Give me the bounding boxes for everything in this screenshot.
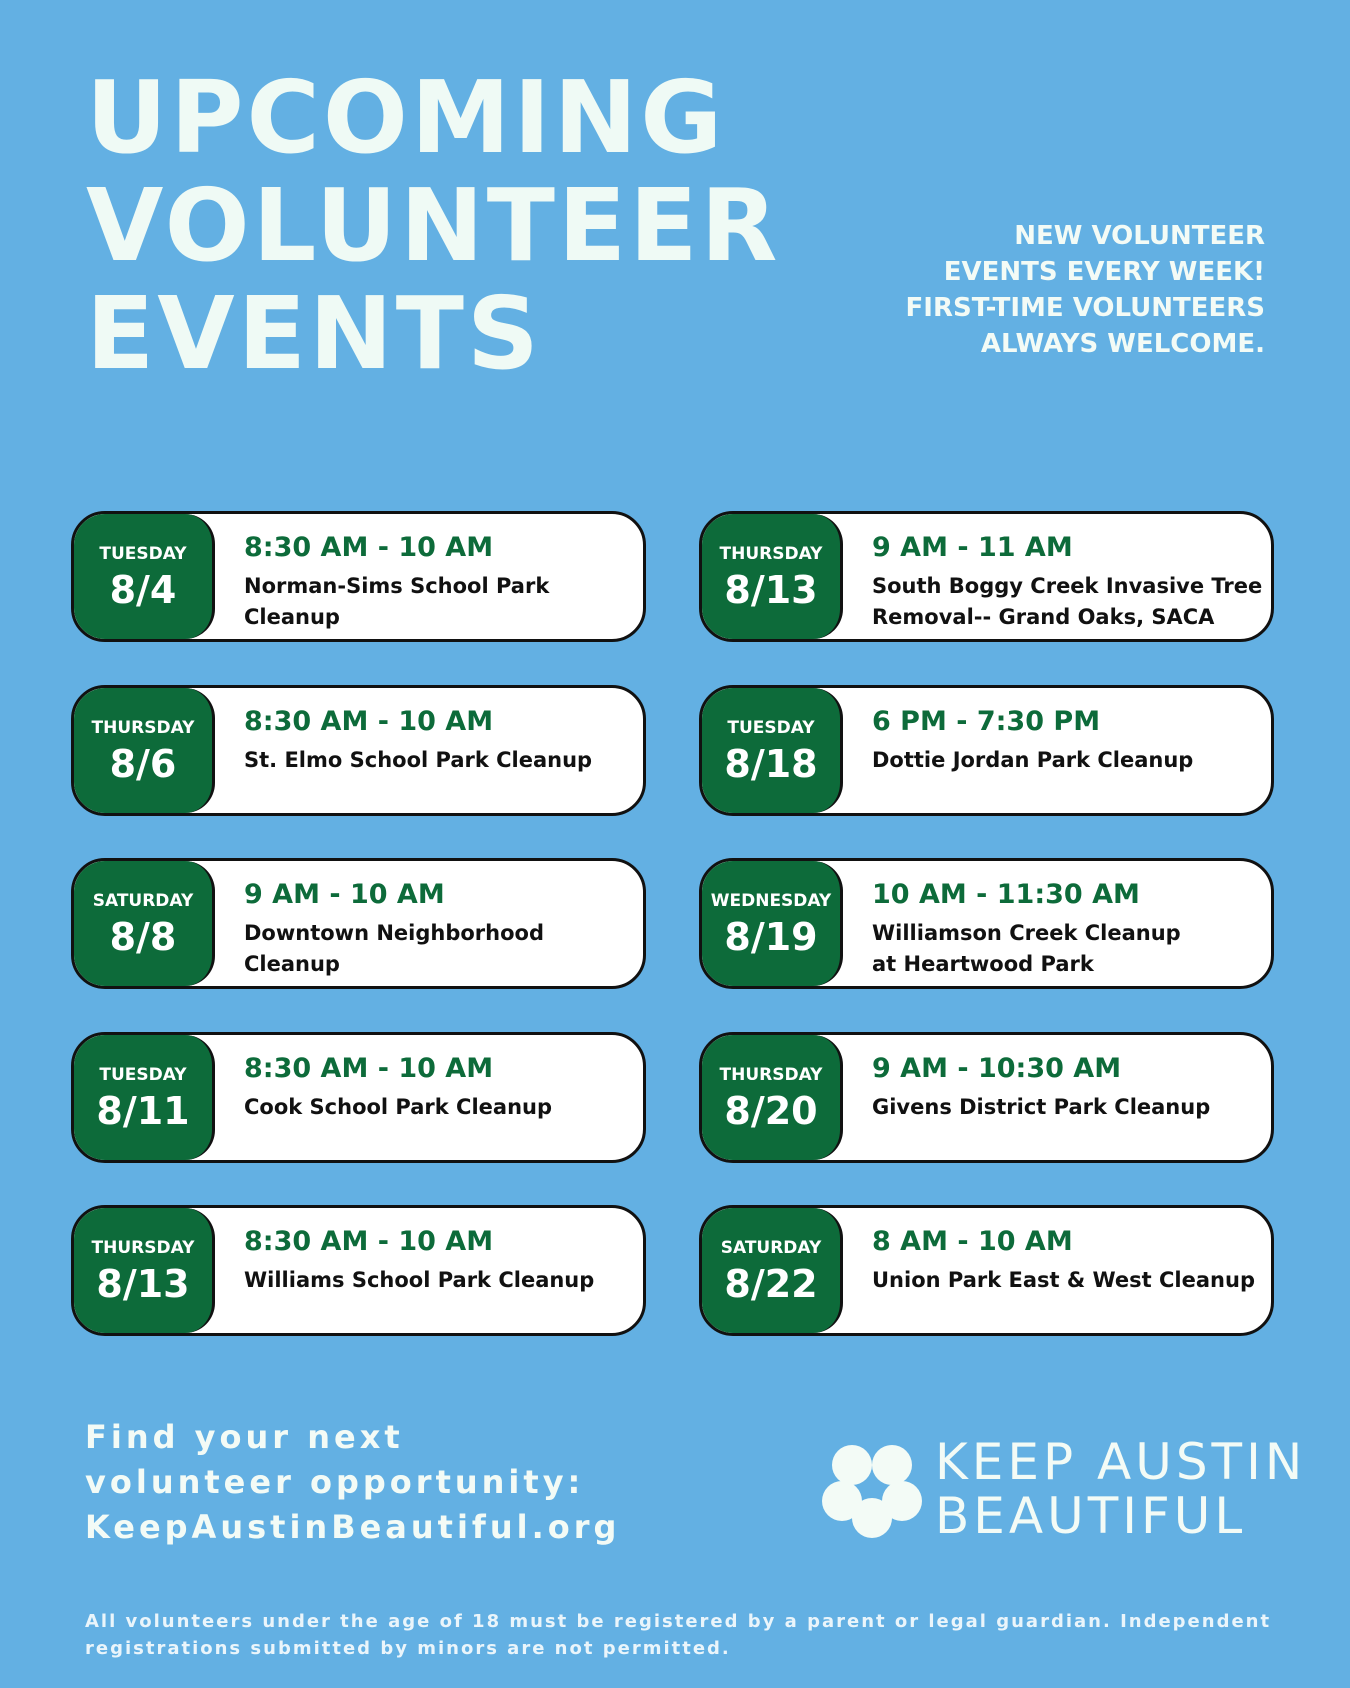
event-card: THURSDAY 8/13 8:30 AM - 10 AM Williams Scho… <box>71 1205 646 1336</box>
time: 6 PM - 7:30 PM <box>872 705 1101 737</box>
day: SATURDAY <box>720 1238 822 1258</box>
name-line: Williams School Park Cleanup <box>244 1268 595 1292</box>
day: SATURDAY <box>92 891 194 911</box>
date: 8/18 <box>724 741 818 786</box>
disclaimer-line: registrations submitted by minors are no… <box>85 1638 731 1659</box>
date: 8/22 <box>724 1262 818 1306</box>
note-line: FIRST-TIME VOLUNTEERS <box>905 293 1265 323</box>
event-card: WEDNESDAY 8/19 10 AM - 11:30 AM Williamson … <box>699 858 1274 989</box>
date-box: TUESDAY 8/18 <box>702 687 843 813</box>
time: 9 AM - 11 AM <box>872 532 1073 563</box>
name-line: Downtown Neighborhood Cleanup <box>244 921 544 976</box>
logo-icon <box>822 1445 922 1538</box>
name-line: Dottie Jordan Park Cleanup <box>872 747 1194 772</box>
name-line: Williamson Creek Cleanup <box>872 921 1181 945</box>
date-box: THURSDAY 8/20 <box>702 1034 843 1160</box>
day: THURSDAY <box>719 1064 823 1085</box>
event-name: Union Park East & West Cleanup <box>872 1265 1255 1296</box>
event-name: South Boggy Creek Invasive Tree Removal--… <box>872 571 1262 633</box>
logo-line: BEAUTIFUL <box>935 1487 1247 1545</box>
day: TUESDAY <box>99 1064 187 1085</box>
event-card: TUESDAY 8/11 8:30 AM - 10 AM Cook School Pa… <box>71 1031 646 1163</box>
event-name: St. Elmo School Park Cleanup <box>244 745 592 776</box>
cta-line: volunteer opportunity: <box>85 1463 585 1501</box>
event-name: Givens District Park Cleanup <box>872 1092 1210 1123</box>
cta-line: KeepAustinBeautiful.org <box>85 1508 621 1546</box>
event-name: Norman-Sims School Park Cleanup <box>244 571 643 633</box>
day: TUESDAY <box>727 717 815 738</box>
date-box: TUESDAY 8/4 <box>74 514 215 639</box>
day: WEDNESDAY <box>710 891 832 911</box>
time: 8:30 AM - 10 AM <box>244 1052 494 1084</box>
date: 8/6 <box>109 741 177 786</box>
title-line: UPCOMING <box>86 59 726 176</box>
date-box: WEDNESDAY 8/19 <box>702 861 843 986</box>
event-card: TUESDAY 8/18 6 PM - 7:30 PM Dottie Jordan P… <box>699 684 1274 816</box>
logo-text: KEEP AUSTIN BEAUTIFUL <box>935 1435 1306 1543</box>
date-box: SATURDAY 8/22 <box>702 1208 843 1333</box>
note-line: ALWAYS WELCOME. <box>980 329 1265 359</box>
time: 8:30 AM - 10 AM <box>244 532 494 563</box>
name-line: Givens District Park Cleanup <box>872 1094 1211 1119</box>
name-line: Cook School Park Cleanup <box>244 1094 553 1119</box>
date-box: THURSDAY 8/13 <box>702 514 843 639</box>
note-line: NEW VOLUNTEER <box>1014 221 1265 251</box>
time: 8:30 AM - 10 AM <box>244 1226 494 1257</box>
date: 8/20 <box>724 1088 818 1133</box>
date: 8/11 <box>96 1088 190 1133</box>
note: NEW VOLUNTEER EVENTS EVERY WEEK! FIRST-TIM… <box>906 218 1265 362</box>
name-line: South Boggy Creek Invasive Tree <box>872 574 1263 598</box>
event-card: SATURDAY 8/8 9 AM - 10 AM Downtown Neighbor… <box>71 858 646 989</box>
time: 9 AM - 10 AM <box>244 879 445 910</box>
date-box: TUESDAY 8/11 <box>74 1034 215 1160</box>
disclaimer-line: All volunteers under the age of 18 must … <box>85 1611 1272 1632</box>
name-line: Removal-- Grand Oaks, SACA <box>872 605 1215 629</box>
date: 8/19 <box>724 915 818 959</box>
disclaimer: All volunteers under the age of 18 must … <box>85 1608 1271 1662</box>
note-line: EVENTS EVERY WEEK! <box>943 257 1265 287</box>
day: THURSDAY <box>91 717 195 738</box>
cta: Find your next volunteer opportunity: Keep… <box>85 1415 620 1550</box>
event-card: THURSDAY 8/20 9 AM - 10:30 AM Givens Distri… <box>699 1031 1274 1163</box>
event-card: THURSDAY 8/6 8:30 AM - 10 AM St. Elmo Schoo… <box>71 684 646 816</box>
name-line: St. Elmo School Park Cleanup <box>244 747 593 772</box>
date: 8/13 <box>96 1262 190 1306</box>
date-box: SATURDAY 8/8 <box>74 861 215 986</box>
event-name: Williams School Park Cleanup <box>244 1265 594 1296</box>
time: 9 AM - 10:30 AM <box>872 1052 1122 1084</box>
date-box: THURSDAY 8/6 <box>74 687 215 813</box>
date: 8/4 <box>109 568 177 612</box>
cta-line: Find your next <box>85 1418 404 1456</box>
logo-line: KEEP AUSTIN <box>935 1433 1307 1491</box>
date: 8/8 <box>109 915 177 959</box>
event-name: Dottie Jordan Park Cleanup <box>872 745 1193 776</box>
event-card: TUESDAY 8/4 8:30 AM - 10 AM Norman-Sims Sch… <box>71 511 646 642</box>
title-line: EVENTS <box>86 275 542 392</box>
name-line: at Heartwood Park <box>872 952 1094 976</box>
name-line: Union Park East & West Cleanup <box>872 1268 1255 1292</box>
time: 8:30 AM - 10 AM <box>244 705 494 737</box>
date: 8/13 <box>724 568 818 612</box>
time: 10 AM - 11:30 AM <box>872 879 1140 910</box>
name-line: Norman-Sims School Park Cleanup <box>244 574 550 629</box>
event-card: SATURDAY 8/22 8 AM - 10 AM Union Park East … <box>699 1205 1274 1336</box>
day: THURSDAY <box>91 1238 195 1258</box>
title-line: VOLUNTEER <box>86 167 781 284</box>
event-name: Downtown Neighborhood Cleanup <box>244 918 643 980</box>
time: 8 AM - 10 AM <box>872 1226 1073 1257</box>
date-box: THURSDAY 8/13 <box>74 1208 215 1333</box>
event-name: Cook School Park Cleanup <box>244 1092 552 1123</box>
title: UPCOMING VOLUNTEER EVENTS <box>86 64 781 388</box>
day: THURSDAY <box>719 544 823 564</box>
day: TUESDAY <box>99 544 187 564</box>
event-card: THURSDAY 8/13 9 AM - 11 AM South Boggy Cree… <box>699 511 1274 642</box>
event-name: Williamson Creek Cleanup at Heartwood Par… <box>872 918 1181 980</box>
